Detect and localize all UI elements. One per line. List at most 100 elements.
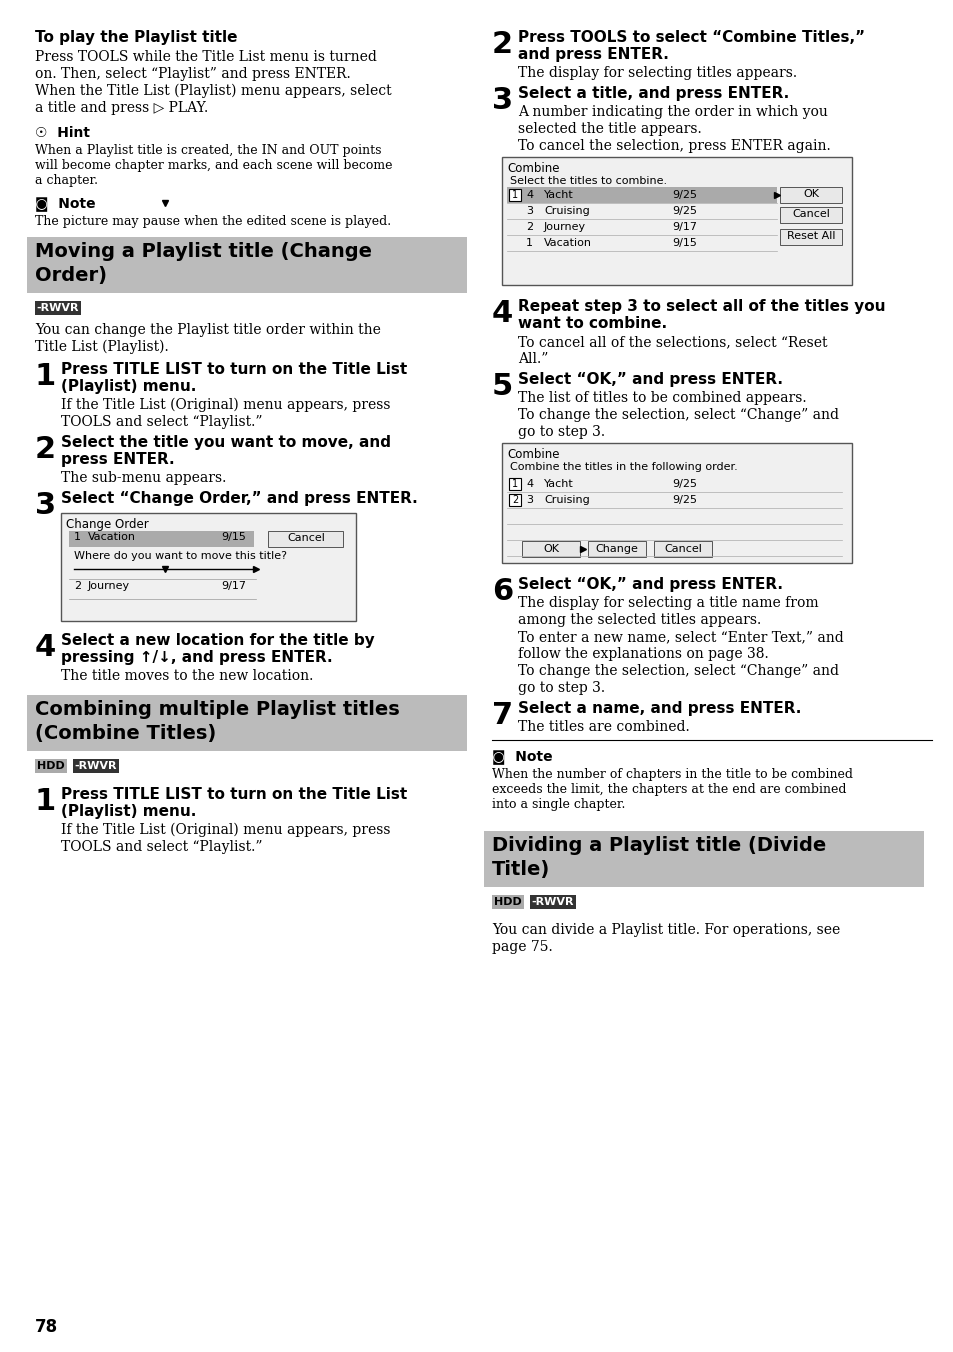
Text: 1: 1	[74, 531, 81, 542]
Bar	[506, 219, 776, 235]
Text: 9/25: 9/25	[671, 495, 697, 506]
Bar	[654, 541, 711, 557]
Text: Select “Change Order,” and press ENTER.: Select “Change Order,” and press ENTER.	[61, 491, 417, 506]
Text: Cruising: Cruising	[543, 206, 589, 216]
Text: Press TITLE LIST to turn on the Title List: Press TITLE LIST to turn on the Title Li…	[61, 362, 407, 377]
Text: Select the title you want to move, and: Select the title you want to move, and	[61, 435, 391, 450]
Bar	[506, 235, 776, 251]
Text: The sub-menu appears.: The sub-menu appears.	[61, 470, 226, 485]
Text: Change: Change	[595, 544, 638, 554]
Text: Press TOOLS while the Title List menu is turned: Press TOOLS while the Title List menu is…	[35, 50, 376, 64]
Text: 78: 78	[35, 1318, 58, 1336]
Text: -RWVR: -RWVR	[74, 761, 116, 771]
Text: Cruising: Cruising	[543, 495, 589, 506]
Bar	[27, 237, 467, 293]
Bar	[501, 443, 851, 562]
Text: The list of titles to be combined appears.: The list of titles to be combined appear…	[517, 391, 806, 406]
Text: Press TITLE LIST to turn on the Title List: Press TITLE LIST to turn on the Title Li…	[61, 787, 407, 802]
Text: a chapter.: a chapter.	[35, 174, 98, 187]
Text: (Playlist) menu.: (Playlist) menu.	[61, 804, 196, 819]
Text: Cancel: Cancel	[663, 544, 701, 554]
Bar	[69, 531, 253, 548]
Bar	[61, 512, 355, 621]
Text: Cancel: Cancel	[287, 533, 325, 544]
Text: will become chapter marks, and each scene will become: will become chapter marks, and each scen…	[35, 160, 392, 172]
Text: follow the explanations on page 38.: follow the explanations on page 38.	[517, 648, 768, 661]
Text: The titles are combined.: The titles are combined.	[517, 721, 689, 734]
Text: press ENTER.: press ENTER.	[61, 452, 174, 466]
Text: go to step 3.: go to step 3.	[517, 681, 604, 695]
Text: Reset All: Reset All	[786, 231, 835, 241]
Text: (Playlist) menu.: (Playlist) menu.	[61, 379, 196, 393]
Bar	[529, 895, 575, 909]
Text: want to combine.: want to combine.	[517, 316, 666, 331]
Text: 1: 1	[35, 362, 56, 391]
Text: Select the titles to combine.: Select the titles to combine.	[510, 176, 666, 187]
Text: When a Playlist title is created, the IN and OUT points: When a Playlist title is created, the IN…	[35, 145, 381, 157]
Bar	[780, 187, 841, 203]
Text: 2: 2	[492, 30, 513, 59]
Text: The picture may pause when the edited scene is played.: The picture may pause when the edited sc…	[35, 215, 391, 228]
Text: To enter a new name, select “Enter Text,” and: To enter a new name, select “Enter Text,…	[517, 630, 842, 644]
Text: Combine: Combine	[506, 448, 558, 461]
Text: 9/17: 9/17	[221, 581, 246, 591]
Text: 3: 3	[525, 206, 533, 216]
Text: The title moves to the new location.: The title moves to the new location.	[61, 669, 313, 683]
Text: The display for selecting a title name from: The display for selecting a title name f…	[517, 596, 818, 610]
Text: Combine: Combine	[506, 162, 558, 174]
Bar	[521, 541, 579, 557]
Text: When the Title List (Playlist) menu appears, select: When the Title List (Playlist) menu appe…	[35, 84, 392, 99]
Bar	[492, 895, 523, 909]
Text: Combining multiple Playlist titles
(Combine Titles): Combining multiple Playlist titles (Comb…	[35, 700, 399, 742]
Text: Select a name, and press ENTER.: Select a name, and press ENTER.	[517, 700, 801, 717]
Text: among the selected titles appears.: among the selected titles appears.	[517, 612, 760, 627]
Text: ◙  Note: ◙ Note	[492, 750, 552, 765]
Bar	[483, 831, 923, 887]
Text: 9/25: 9/25	[671, 479, 697, 489]
Text: 5: 5	[492, 372, 513, 402]
Text: 1: 1	[525, 238, 533, 247]
Text: To cancel the selection, press ENTER again.: To cancel the selection, press ENTER aga…	[517, 139, 830, 153]
Text: exceeds the limit, the chapters at the end are combined: exceeds the limit, the chapters at the e…	[492, 783, 845, 796]
Text: Press TOOLS to select “Combine Titles,”: Press TOOLS to select “Combine Titles,”	[517, 30, 864, 45]
Text: HDD: HDD	[494, 896, 521, 907]
Text: Moving a Playlist title (Change
Order): Moving a Playlist title (Change Order)	[35, 242, 372, 284]
Bar	[780, 228, 841, 245]
Text: OK: OK	[542, 544, 558, 554]
Text: -RWVR: -RWVR	[37, 303, 79, 314]
Bar	[268, 531, 343, 548]
Text: To change the selection, select “Change” and: To change the selection, select “Change”…	[517, 664, 838, 677]
Text: When the number of chapters in the title to be combined: When the number of chapters in the title…	[492, 768, 852, 781]
Text: Repeat step 3 to select all of the titles you: Repeat step 3 to select all of the title…	[517, 299, 884, 314]
Bar	[506, 203, 776, 219]
Text: Select a new location for the title by: Select a new location for the title by	[61, 633, 375, 648]
Text: a title and press ▷ PLAY.: a title and press ▷ PLAY.	[35, 101, 208, 115]
Text: 2: 2	[512, 495, 517, 506]
Text: To cancel all of the selections, select “Reset: To cancel all of the selections, select …	[517, 335, 826, 349]
Text: All.”: All.”	[517, 352, 548, 366]
Text: and press ENTER.: and press ENTER.	[517, 47, 668, 62]
Text: To change the selection, select “Change” and: To change the selection, select “Change”…	[517, 408, 838, 422]
Text: If the Title List (Original) menu appears, press: If the Title List (Original) menu appear…	[61, 823, 390, 837]
Text: 6: 6	[492, 577, 513, 606]
Bar	[35, 758, 67, 773]
Bar	[72, 758, 118, 773]
Bar	[509, 479, 520, 489]
Bar	[506, 187, 776, 203]
Text: Select “OK,” and press ENTER.: Select “OK,” and press ENTER.	[517, 372, 782, 387]
Text: HDD: HDD	[37, 761, 65, 771]
Text: 2: 2	[525, 222, 533, 233]
Text: go to step 3.: go to step 3.	[517, 425, 604, 439]
Text: 9/25: 9/25	[671, 206, 697, 216]
Text: Journey: Journey	[88, 581, 130, 591]
Text: Vacation: Vacation	[88, 531, 136, 542]
Text: A number indicating the order in which you: A number indicating the order in which y…	[517, 105, 827, 119]
Bar	[501, 157, 851, 285]
Text: -RWVR: -RWVR	[531, 896, 574, 907]
Text: 2: 2	[35, 435, 56, 464]
Bar	[509, 189, 520, 201]
Text: 3: 3	[35, 491, 56, 521]
Text: TOOLS and select “Playlist.”: TOOLS and select “Playlist.”	[61, 415, 262, 429]
Text: 3: 3	[492, 87, 513, 115]
Text: Yacht: Yacht	[543, 191, 573, 200]
